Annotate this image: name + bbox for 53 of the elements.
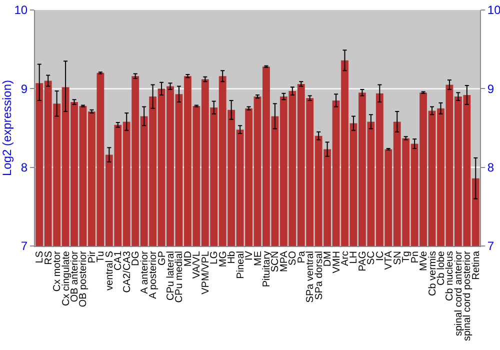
x-tick-label: Pn <box>410 251 421 264</box>
x-tick-label: CPu medial <box>174 251 186 303</box>
x-tick-label: Hb <box>226 250 238 264</box>
x-tick-label: LS <box>34 250 46 264</box>
x-tick-label: VTA <box>384 250 395 270</box>
x-tick-label: MPA <box>278 250 290 272</box>
x-tick-label: Tg <box>401 251 412 263</box>
x-tick-label: SN <box>392 251 404 265</box>
x-tick-label: LH <box>348 251 360 264</box>
x-tick-label: IC <box>374 251 386 261</box>
y2-tick-label: 10 <box>487 3 500 18</box>
x-tick-label: VMH <box>331 251 342 274</box>
x-tick-label: SPa dorsal <box>314 251 325 300</box>
x-tick-label: Pa <box>296 250 308 264</box>
x-tick-label: OB posterior <box>78 250 90 308</box>
x-tick-label: LG <box>209 250 220 264</box>
x-tick-label: A posterior <box>148 250 160 299</box>
y-tick-label: 9 <box>20 82 28 96</box>
y-tick-label: 7 <box>20 239 28 254</box>
x-tick-label: DM <box>322 251 334 267</box>
x-tick-label: spinal cord anterior <box>453 250 464 336</box>
x-tick-label: GP <box>156 250 168 266</box>
x-tick-label: Cb nucleus <box>444 251 456 302</box>
x-tick-label: DG <box>130 250 142 266</box>
x-tick-label: Pituitary <box>261 251 272 288</box>
x-tick-label: ventral S <box>104 250 116 290</box>
x-tick-label: CA1 <box>113 250 124 270</box>
x-tick-label: PAG <box>357 250 368 272</box>
x-tick-label: Pir <box>86 250 98 264</box>
x-tick-label: ME <box>252 250 264 266</box>
x-tick-label: VPM/VPL <box>200 250 212 294</box>
x-tick-label: CA2/CA3 <box>122 250 133 293</box>
y2-tick-label: 7 <box>487 239 494 254</box>
x-tick-label: SO <box>288 250 299 266</box>
x-tick-label: Pineal <box>235 251 246 279</box>
x-tick-label: A anterior <box>139 250 150 294</box>
x-tick-label: SCN <box>270 251 282 272</box>
x-tick-label: Cb lobe <box>436 250 447 286</box>
y-tick-label: 10 <box>14 3 28 18</box>
x-tick-label: Arc <box>340 251 351 266</box>
y2-tick-label: 9 <box>487 82 494 96</box>
x-tick-label: CPu lateral <box>166 251 176 300</box>
x-tick-label: MVe <box>418 250 430 272</box>
x-tick-label: SC <box>366 251 378 265</box>
y-axis-title: Log2 (expression) <box>0 80 14 176</box>
y-tick-label: 8 <box>20 160 28 175</box>
x-tick-label: spinal cord posterior <box>462 250 474 342</box>
x-tick-label: Tu <box>96 251 107 262</box>
x-tick-label: RS <box>43 250 54 265</box>
x-tick-label: IV <box>244 250 256 260</box>
x-tick-label: Cx cingulate <box>60 250 72 306</box>
x-tick-label: Retina <box>470 250 482 280</box>
y2-tick-label: 8 <box>487 160 494 175</box>
